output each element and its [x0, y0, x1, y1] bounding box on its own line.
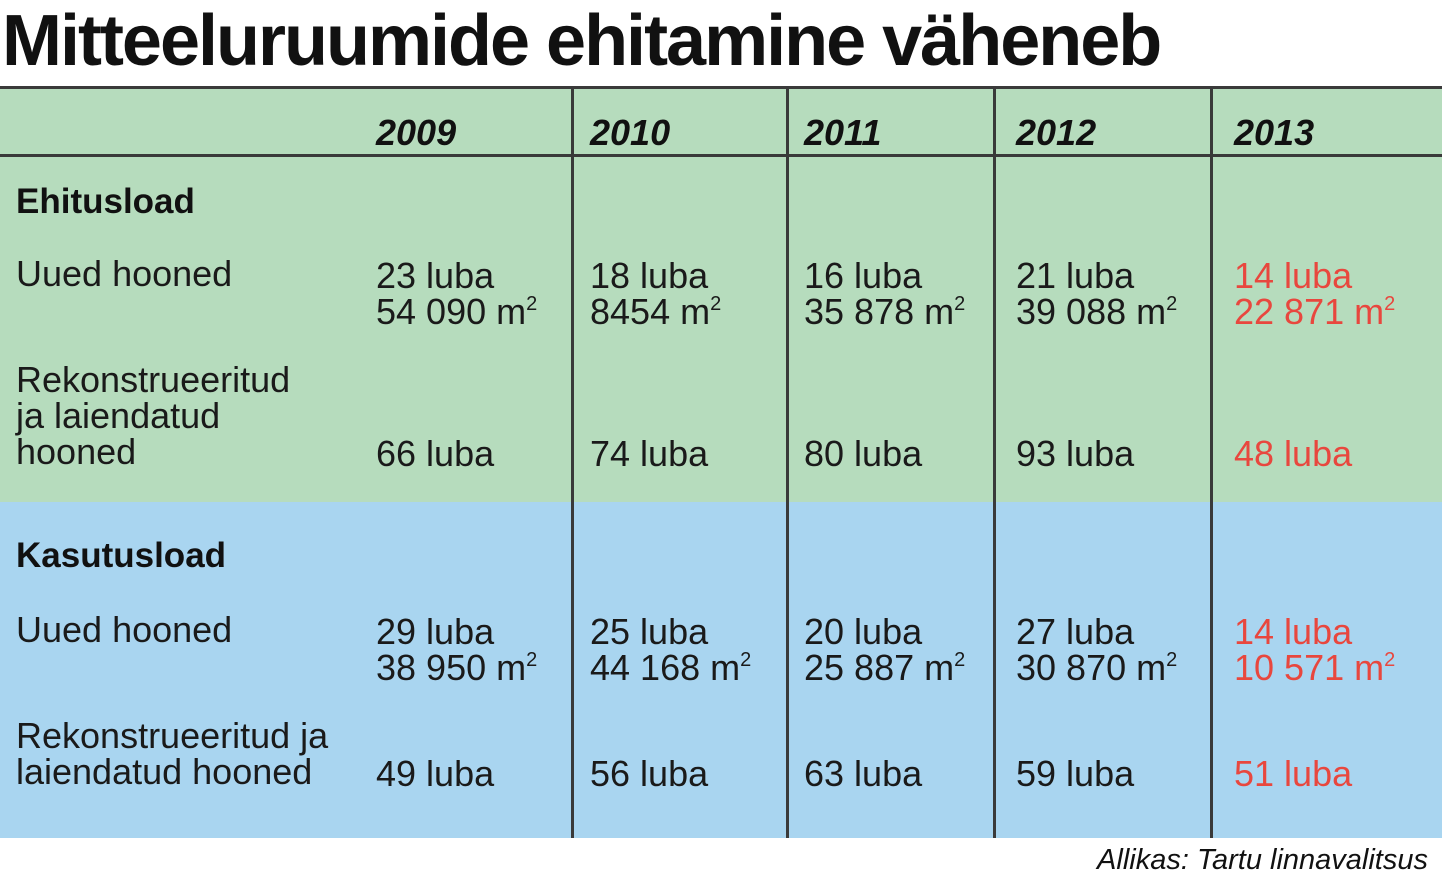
cell-value: 74 luba — [590, 436, 708, 472]
cell-value: 18 luba 8454 m2 — [590, 258, 721, 330]
column-divider — [786, 86, 789, 838]
permit-count: 14 luba — [1234, 255, 1353, 296]
area-value: 25 887 m — [804, 647, 955, 688]
cell-value: 20 luba 25 887 m2 — [804, 614, 965, 686]
permit-count: 93 luba — [1016, 433, 1135, 474]
cell-value: 27 luba 30 870 m2 — [1016, 614, 1177, 686]
unit-exponent: 2 — [740, 649, 752, 671]
area-value: 8454 m — [590, 291, 711, 332]
permit-count: 16 luba — [804, 255, 923, 296]
permit-count: 80 luba — [804, 433, 923, 474]
section-title-kasutusload: Kasutusload — [16, 536, 227, 575]
cell-value: 56 luba — [590, 756, 708, 792]
permit-count: 25 luba — [590, 611, 709, 652]
cell-value: 14 luba 22 871 m2 — [1234, 258, 1395, 330]
unit-exponent: 2 — [954, 293, 966, 315]
permit-count: 14 luba — [1234, 611, 1353, 652]
unit-exponent: 2 — [1166, 649, 1178, 671]
unit-exponent: 2 — [954, 649, 966, 671]
permit-count: 48 luba — [1234, 433, 1353, 474]
area-value: 10 571 m — [1234, 647, 1385, 688]
unit-exponent: 2 — [1384, 293, 1396, 315]
cell-value: 66 luba — [376, 436, 494, 472]
area-value: 38 950 m — [376, 647, 527, 688]
unit-exponent: 2 — [710, 293, 722, 315]
permit-count: 27 luba — [1016, 611, 1135, 652]
row-label: Rekonstrueeritud ja laiendatud hooned — [16, 359, 291, 472]
year-header-2012: 2012 — [1016, 112, 1097, 153]
permit-count: 51 luba — [1234, 753, 1353, 794]
permit-count: 66 luba — [376, 433, 495, 474]
permit-count: 20 luba — [804, 611, 923, 652]
table-header-band — [0, 86, 1442, 156]
row-label: Uued hooned — [16, 253, 233, 294]
header-divider — [0, 154, 1442, 157]
section-title-ehitusload: Ehitusload — [16, 182, 195, 221]
unit-exponent: 2 — [1384, 649, 1396, 671]
cell-value: 29 luba 38 950 m2 — [376, 614, 537, 686]
cell-value: 23 luba 54 090 m2 — [376, 258, 537, 330]
permit-count: 49 luba — [376, 753, 495, 794]
area-value: 22 871 m — [1234, 291, 1385, 332]
cell-value: 80 luba — [804, 436, 922, 472]
cell-value: 63 luba — [804, 756, 922, 792]
cell-value: 59 luba — [1016, 756, 1134, 792]
cell-value: 21 luba 39 088 m2 — [1016, 258, 1177, 330]
row-label: Rekonstrueeritud ja laiendatud hooned — [16, 715, 329, 792]
source-note: Allikas: Tartu linnavalitsus — [1097, 844, 1428, 876]
area-value: 44 168 m — [590, 647, 741, 688]
permit-count: 63 luba — [804, 753, 923, 794]
chart-title: Mitteeluruumide ehitamine väheneb — [2, 1, 1162, 81]
unit-exponent: 2 — [1166, 293, 1178, 315]
cell-value: 51 luba — [1234, 756, 1352, 792]
cell-value: 16 luba 35 878 m2 — [804, 258, 965, 330]
permit-count: 29 luba — [376, 611, 495, 652]
row-label: Uued hooned — [16, 609, 233, 650]
year-header-2009: 2009 — [376, 112, 457, 153]
permit-count: 23 luba — [376, 255, 495, 296]
unit-exponent: 2 — [526, 649, 538, 671]
year-header-2013: 2013 — [1234, 112, 1315, 153]
permit-count: 18 luba — [590, 255, 709, 296]
permit-count: 74 luba — [590, 433, 709, 474]
data-table: 2009 2010 2011 2012 2013 Ehitusload Uued hoone… — [0, 86, 1442, 838]
unit-exponent: 2 — [526, 293, 538, 315]
column-divider — [1210, 86, 1213, 838]
permit-count: 21 luba — [1016, 255, 1135, 296]
cell-value: 93 luba — [1016, 436, 1134, 472]
year-header-2011: 2011 — [804, 112, 882, 153]
area-value: 35 878 m — [804, 291, 955, 332]
cell-value: 49 luba — [376, 756, 494, 792]
area-value: 30 870 m — [1016, 647, 1167, 688]
cell-value: 14 luba 10 571 m2 — [1234, 614, 1395, 686]
year-header-2010: 2010 — [590, 112, 671, 153]
kasutusload-band — [0, 502, 1442, 838]
permit-count: 56 luba — [590, 753, 709, 794]
permit-count: 59 luba — [1016, 753, 1135, 794]
ehitusload-band — [0, 156, 1442, 502]
cell-value: 25 luba 44 168 m2 — [590, 614, 751, 686]
cell-value: 48 luba — [1234, 436, 1352, 472]
area-value: 39 088 m — [1016, 291, 1167, 332]
area-value: 54 090 m — [376, 291, 527, 332]
column-divider — [571, 86, 574, 838]
column-divider — [993, 86, 996, 838]
